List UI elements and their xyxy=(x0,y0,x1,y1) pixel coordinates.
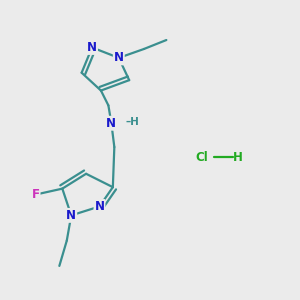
Text: N: N xyxy=(106,117,116,130)
Text: N: N xyxy=(94,200,104,213)
Text: F: F xyxy=(32,188,40,201)
Text: N: N xyxy=(114,51,124,64)
Text: N: N xyxy=(66,209,76,222)
Text: H: H xyxy=(233,151,243,164)
Text: N: N xyxy=(87,41,97,54)
Text: –H: –H xyxy=(126,117,140,127)
Text: Cl: Cl xyxy=(195,151,208,164)
